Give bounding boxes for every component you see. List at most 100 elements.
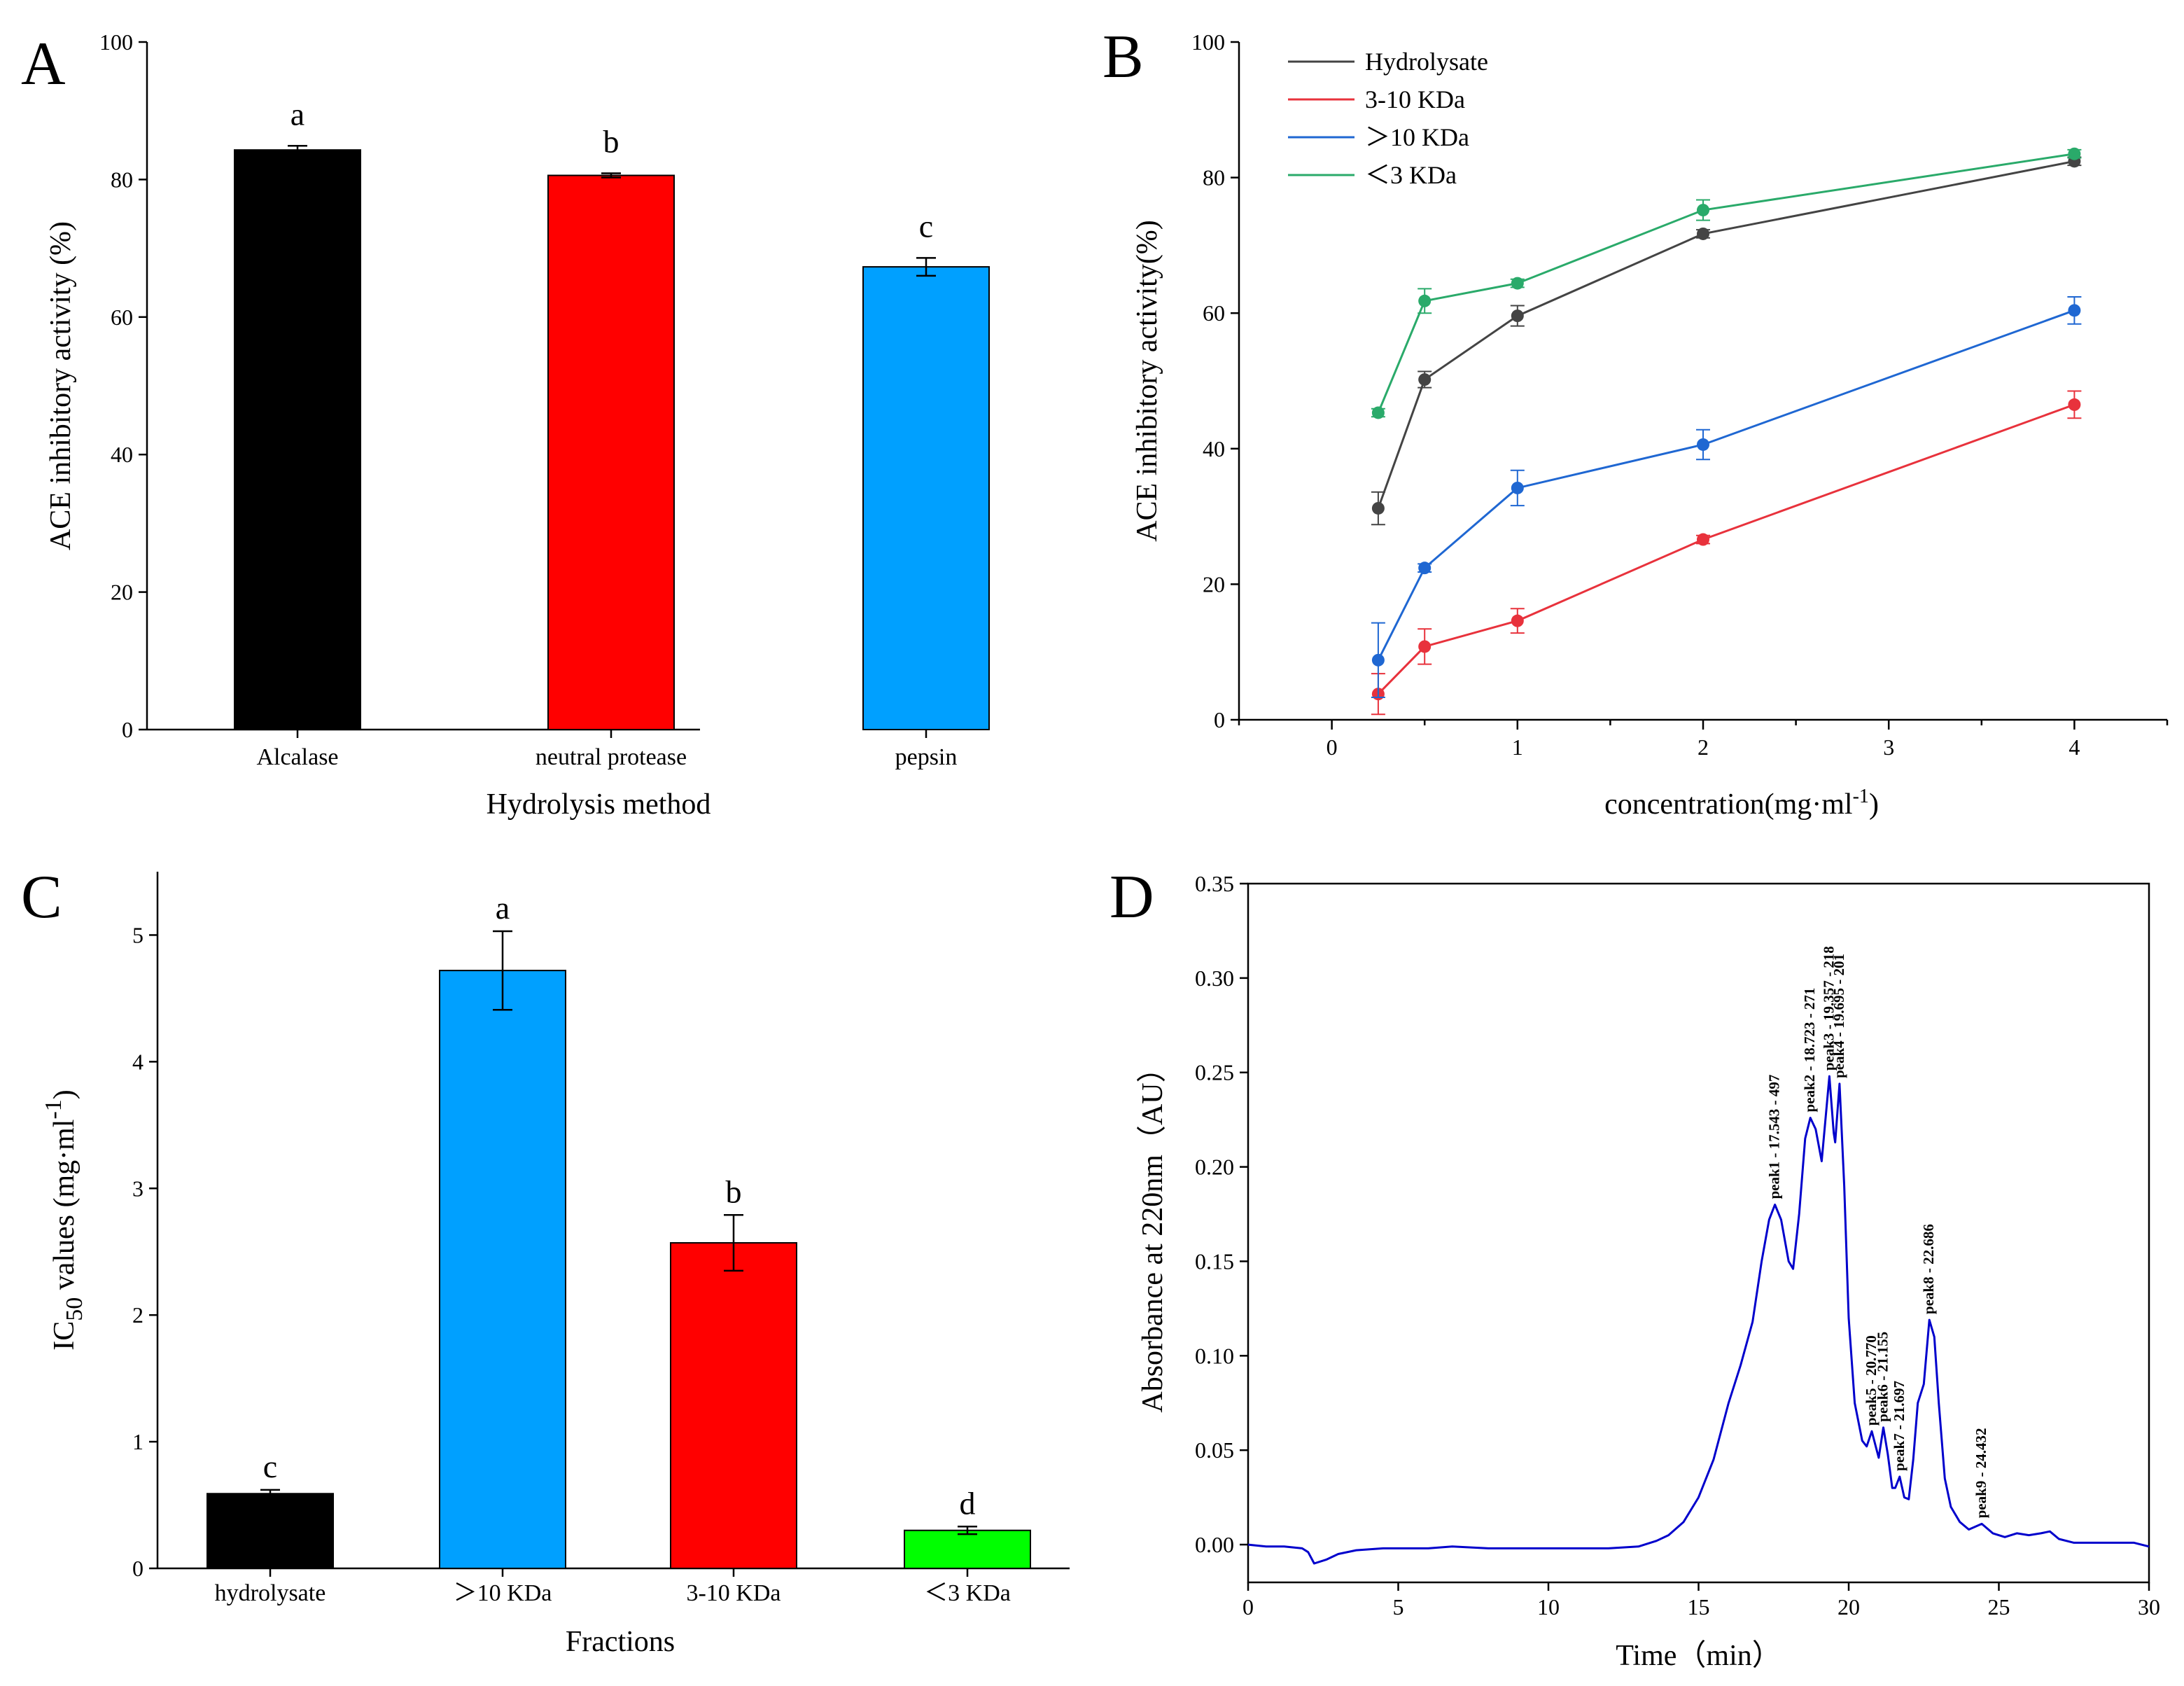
y-tick-label: 100	[99, 29, 133, 55]
significance-letter: b	[726, 1173, 742, 1209]
x-tick-label: pepsin	[895, 744, 958, 770]
x-tick-label: 0	[1326, 734, 1338, 760]
data-point	[1697, 227, 1709, 240]
bar	[439, 970, 566, 1570]
y-tick-label: 100	[1191, 29, 1225, 55]
bar	[862, 266, 990, 730]
x-axis-title: concentration(mg·ml-1)	[1604, 786, 1879, 821]
panel-d: D 0.00 0.05 0.10 0.15 0.20 0.25 0.30 0.35 0 5 10 15 2…	[1110, 863, 2160, 1672]
x-tick-label: 3	[1883, 734, 1894, 760]
legend-label: 3-10 KDa	[1365, 85, 1465, 113]
x-tick-label: 30	[2138, 1594, 2160, 1619]
y-tick-label: 0	[132, 1556, 144, 1581]
panel-c: C 0 1 2 3 4 5 c hydrolysate a ＞10 KDa b 3-10 KDa d ＜3 …	[21, 863, 1070, 1658]
bar	[206, 1493, 334, 1570]
series-line	[1377, 309, 2075, 661]
y-tick-label: 0.25	[1195, 1060, 1234, 1085]
data-point	[1511, 481, 1524, 494]
y-tick-label: 0.00	[1195, 1532, 1234, 1557]
y-tick-label: 2	[132, 1302, 144, 1328]
legend: Hydrolysate 3-10 KDa ＞10 KDa ＜3 KDa	[1288, 48, 1488, 189]
data-point	[1697, 438, 1709, 451]
legend-label: Hydrolysate	[1365, 48, 1488, 76]
data-point	[1371, 501, 1385, 515]
series-line	[1377, 403, 2075, 695]
y-tick-label: 5	[132, 922, 144, 947]
series	[1371, 295, 2082, 699]
peak-label: peak9 - 24.432	[1973, 1428, 1989, 1518]
x-axis-title: Time（min）	[1616, 1640, 1782, 1672]
data-point	[1697, 533, 1709, 546]
peak-label: peak3 - 19.357 - 218	[1820, 946, 1837, 1071]
panel-letter: A	[21, 30, 66, 98]
data-point	[1511, 614, 1524, 627]
x-tick-label: neutral protease	[536, 744, 687, 770]
bar	[670, 1242, 797, 1569]
significance-letter: c	[263, 1449, 277, 1484]
x-axis-title: Fractions	[566, 1626, 675, 1658]
significance-letter: d	[960, 1485, 976, 1521]
significance-letter: b	[603, 124, 620, 160]
x-tick-label: 20	[1837, 1594, 1860, 1619]
y-tick-label: 40	[1203, 436, 1225, 461]
data-point	[1418, 562, 1432, 575]
panel-b: B 0 20 40 60 80 100 0 1 2 3 4 Hydrolysate 3-10 KDa ＞10…	[1102, 23, 2169, 821]
y-tick-label: 0.15	[1195, 1248, 1234, 1274]
y-tick-label: 0.35	[1195, 871, 1234, 896]
peak-label: peak7 - 21.697	[1891, 1381, 1907, 1471]
x-tick-label: 4	[2068, 734, 2080, 760]
data-point	[1697, 204, 1709, 217]
y-axis-title: ACE inhibitory activity (%)	[45, 221, 77, 550]
y-tick-label: 40	[111, 442, 133, 467]
y-tick-label: 1	[132, 1429, 144, 1454]
series	[1371, 155, 2082, 526]
x-tick-label: ＞10 KDa	[454, 1580, 552, 1606]
panel-letter: D	[1110, 863, 1154, 931]
series-line	[1377, 160, 2075, 509]
bar	[904, 1529, 1031, 1570]
x-tick-label: Alcalase	[256, 744, 338, 770]
y-tick-label: 80	[1203, 165, 1225, 190]
peak-label: peak6 - 21.155	[1875, 1332, 1891, 1422]
peak-label: peak8 - 22.686	[1920, 1224, 1937, 1314]
x-tick-label: hydrolysate	[215, 1580, 326, 1606]
panel-letter: C	[21, 863, 62, 931]
significance-letter: c	[919, 208, 933, 244]
y-tick-label: 0.20	[1195, 1155, 1234, 1180]
plot-frame	[1247, 882, 2150, 1584]
significance-letter: a	[496, 890, 510, 926]
x-tick-label: ＜3 KDa	[924, 1580, 1011, 1606]
x-tick-label: 15	[1688, 1594, 1710, 1619]
chromatogram-trace	[1247, 1075, 2150, 1565]
peak-label: peak4 - 19.695 - 201	[1830, 954, 1847, 1078]
series-line	[1377, 153, 2075, 414]
data-point	[2068, 398, 2081, 411]
y-tick-label: 60	[111, 305, 133, 330]
legend-label: ＜3 KDa	[1365, 161, 1457, 189]
x-axis-title: Hydrolysis method	[486, 788, 711, 821]
y-tick-label: 20	[1203, 571, 1225, 597]
data-point	[2068, 304, 2081, 317]
peak-label: peak2 - 18.723 - 271	[1801, 988, 1818, 1113]
data-point	[2068, 147, 2081, 160]
x-tick-label: 0	[1242, 1594, 1254, 1619]
bar	[234, 149, 361, 730]
data-point	[1371, 653, 1385, 667]
y-tick-label: 60	[1203, 300, 1225, 326]
y-tick-label: 0	[1214, 707, 1225, 732]
x-tick-label: 5	[1393, 1594, 1404, 1619]
y-axis-title: ACE inhibitory activity(%)	[1131, 220, 1163, 542]
panel-a: A 0 20 40 60 80 100 a Alcalase b neutral protease c…	[21, 29, 990, 821]
y-tick-label: 3	[132, 1176, 144, 1201]
data-point	[1511, 277, 1524, 290]
x-tick-label: 10	[1537, 1594, 1560, 1619]
y-tick-label: 80	[111, 167, 133, 192]
y-tick-label: 4	[132, 1049, 144, 1074]
series	[1371, 390, 2082, 716]
panel-letter: B	[1102, 23, 1144, 91]
y-tick-label: 20	[111, 580, 133, 605]
x-tick-label: 2	[1698, 734, 1709, 760]
y-tick-label: 0.10	[1195, 1343, 1234, 1368]
x-tick-label: 3-10 KDa	[686, 1580, 780, 1606]
